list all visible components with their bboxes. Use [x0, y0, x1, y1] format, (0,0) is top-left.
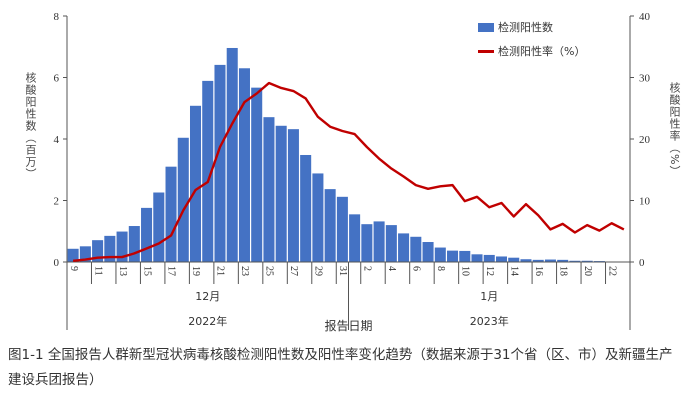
x-tick-label: 2	[362, 266, 373, 271]
x-tick-label: 9	[68, 266, 79, 271]
month-label-dec: 12月	[195, 290, 220, 303]
right-axis-title: 核酸阳性率（%）	[668, 82, 681, 178]
bar-12-22	[226, 47, 238, 263]
bar-1-13	[495, 256, 508, 262]
legend-item-bar: 检测阳性数	[478, 15, 585, 39]
year-label-2022: 2022年	[188, 314, 227, 328]
x-tick-label: 12	[484, 266, 495, 276]
right-tick-label-40: 40	[639, 11, 651, 23]
bar-1-8	[434, 247, 446, 262]
bar-1-5	[398, 233, 410, 262]
month-label-jan: 1月	[480, 290, 498, 303]
x-tick-label: 16	[533, 266, 544, 276]
bar-12-14	[128, 226, 140, 262]
bar-12-25	[263, 117, 275, 262]
bar-12-15	[141, 207, 153, 262]
bar-12-23	[238, 68, 250, 263]
bar-12-18	[177, 137, 189, 262]
x-tick-label: 20	[582, 266, 593, 276]
x-tick-label: 31	[337, 266, 348, 276]
left-tick-label-8: 8	[54, 11, 60, 23]
bar-1-15	[520, 259, 532, 262]
bar-12-20	[202, 80, 214, 262]
bar-12-10	[79, 246, 91, 262]
bar-1-7	[422, 242, 434, 262]
bar-12-29	[312, 173, 324, 262]
bar-1-16	[532, 259, 544, 262]
bar-1-20	[581, 260, 593, 262]
bar-12-26	[275, 125, 287, 262]
x-tick-label: 27	[288, 266, 299, 276]
bar-12-11	[92, 240, 104, 262]
bar-1-9	[447, 250, 459, 262]
legend-bar-swatch	[478, 22, 494, 32]
right-tick-label-30: 30	[639, 73, 651, 85]
bar-1-6	[410, 236, 422, 262]
x-tick-label: 10	[459, 266, 470, 276]
legend-line-swatch	[478, 49, 494, 53]
year-label-2023: 2023年	[470, 314, 509, 328]
bar-1-1	[349, 214, 361, 262]
bar-1-14	[508, 257, 520, 262]
x-tick-label: 25	[264, 266, 275, 276]
x-tick-label: 6	[411, 266, 422, 271]
bar-12-12	[104, 235, 116, 262]
x-tick-label: 19	[190, 266, 201, 276]
positivity-rate-line	[72, 81, 625, 262]
x-tick-label: 17	[166, 266, 177, 276]
x-axis-title: 报告日期	[324, 318, 372, 333]
right-tick-label-10: 10	[639, 196, 651, 208]
bar-1-18	[557, 259, 569, 262]
bar-1-4	[385, 225, 397, 262]
figure-caption: 图1-1 全国报告人群新型冠状病毒核酸检测阳性数及阳性率变化趋势（数据来源于31…	[8, 347, 673, 388]
bar-12-31	[336, 196, 348, 262]
x-tick-label: 13	[117, 266, 128, 276]
bar-12-19	[189, 105, 202, 262]
bar-1-2	[361, 224, 373, 262]
x-tick-label: 18	[557, 266, 568, 276]
bar-12-9	[67, 248, 79, 262]
bar-12-13	[116, 231, 128, 262]
bar-1-3	[373, 221, 385, 262]
bar-12-28	[300, 154, 312, 262]
bar-1-11	[471, 254, 483, 262]
right-tick-label-20: 20	[639, 134, 651, 146]
left-tick-label-4: 4	[54, 134, 60, 146]
left-tick-label-6: 6	[54, 73, 60, 85]
legend: 检测阳性数 检测阳性率（%）	[478, 15, 585, 63]
bar-12-16	[153, 192, 165, 262]
x-tick-label: 22	[606, 266, 617, 276]
x-tick-label: 29	[313, 266, 324, 276]
bar-12-21	[214, 64, 226, 262]
left-axis-title: 核酸阳性数（百万）	[24, 72, 37, 180]
bar-1-10	[459, 250, 471, 262]
x-tick-label: 4	[386, 266, 397, 271]
bar-1-19	[569, 260, 581, 262]
x-tick-label: 14	[508, 266, 519, 276]
bar-12-30	[324, 189, 336, 262]
left-tick-label-0: 0	[54, 257, 60, 269]
left-tick-label-2: 2	[54, 196, 60, 208]
bar-12-24	[251, 87, 263, 263]
bar-1-17	[544, 259, 556, 262]
legend-line-label: 检测阳性率（%）	[498, 45, 586, 58]
bar-12-17	[165, 166, 177, 262]
chart-svg: 0 2 4 6 8 0 10 20 30 40 9 11 13 15 17 19 21 23 25 27 29 31 2 4 6…	[54, 11, 651, 333]
x-tick-label: 21	[215, 266, 226, 276]
x-tick-label: 15	[141, 266, 152, 276]
bar-12-27	[287, 129, 299, 262]
legend-bar-label: 检测阳性数	[498, 21, 553, 34]
right-tick-label-0: 0	[639, 257, 645, 269]
bar-1-12	[483, 254, 495, 262]
x-tick-label: 11	[92, 266, 103, 276]
legend-item-line: 检测阳性率（%）	[478, 39, 585, 63]
x-tick-label: 8	[435, 266, 446, 271]
x-tick-label: 23	[239, 266, 250, 276]
